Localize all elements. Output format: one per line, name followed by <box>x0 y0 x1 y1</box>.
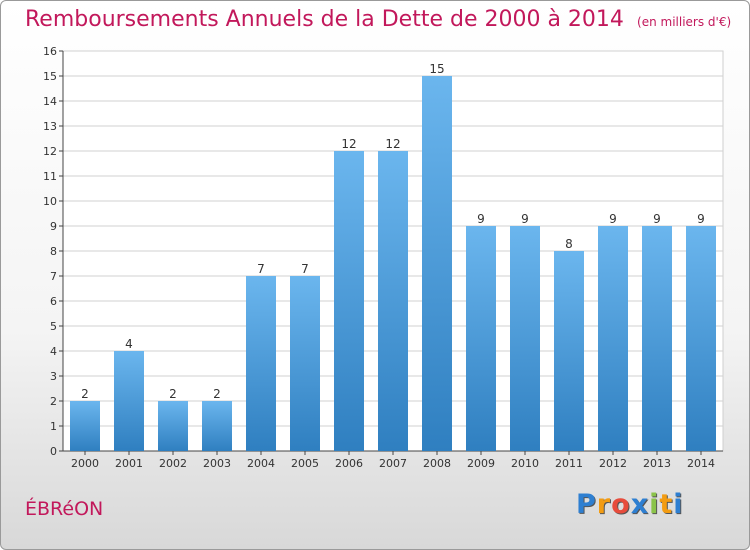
y-tick-label: 12 <box>43 145 57 158</box>
bar-2000 <box>70 401 100 451</box>
bar-value-label: 12 <box>385 137 400 151</box>
y-tick-label: 14 <box>43 95 57 108</box>
bar-value-label: 9 <box>697 212 705 226</box>
x-tick-label: 2014 <box>687 457 715 470</box>
bar-value-label: 15 <box>429 62 444 76</box>
bar-2011 <box>554 251 584 451</box>
y-tick-label: 0 <box>50 445 57 458</box>
y-tick-label: 16 <box>43 45 57 58</box>
y-tick-label: 3 <box>50 370 57 383</box>
bar-value-label: 9 <box>653 212 661 226</box>
proxiti-logo: Proxiti <box>576 489 684 520</box>
bar-value-label: 2 <box>81 387 89 401</box>
bar-2013 <box>642 226 672 451</box>
x-tick-label: 2013 <box>643 457 671 470</box>
logo-letter: P <box>576 489 597 520</box>
x-tick-label: 2001 <box>115 457 143 470</box>
commune-name: ÉBRéON <box>25 498 104 520</box>
y-tick-label: 15 <box>43 70 57 83</box>
bar-2005 <box>290 276 320 451</box>
y-tick-label: 7 <box>50 270 57 283</box>
title-text: Remboursements Annuels de la Dette de 20… <box>25 7 624 32</box>
bar-2002 <box>158 401 188 451</box>
bar-2001 <box>114 351 144 451</box>
x-tick-label: 2012 <box>599 457 627 470</box>
bar-value-label: 9 <box>609 212 617 226</box>
x-tick-label: 2003 <box>203 457 231 470</box>
bar-value-label: 8 <box>565 237 573 251</box>
y-tick-label: 6 <box>50 295 57 308</box>
bar-2008 <box>422 76 452 451</box>
y-tick-label: 8 <box>50 245 57 258</box>
y-tick-label: 11 <box>43 170 57 183</box>
x-tick-label: 2009 <box>467 457 495 470</box>
logo-letter: o <box>611 489 631 520</box>
x-tick-label: 2004 <box>247 457 275 470</box>
y-tick-label: 13 <box>43 120 57 133</box>
x-tick-label: 2010 <box>511 457 539 470</box>
y-tick-label: 1 <box>50 420 57 433</box>
x-tick-label: 2002 <box>159 457 187 470</box>
title-unit: (en milliers d'€) <box>637 15 732 29</box>
bar-value-label: 7 <box>301 262 309 276</box>
bar-2014 <box>686 226 716 451</box>
bar-value-label: 9 <box>521 212 529 226</box>
bar-2012 <box>598 226 628 451</box>
y-tick-label: 9 <box>50 220 57 233</box>
x-tick-label: 2007 <box>379 457 407 470</box>
y-tick-label: 10 <box>43 195 57 208</box>
chart-title: Remboursements Annuels de la Dette de 20… <box>25 7 731 32</box>
x-tick-label: 2000 <box>71 457 99 470</box>
logo-letter: t <box>659 489 674 520</box>
logo-letter: i <box>673 489 684 520</box>
y-tick-label: 5 <box>50 320 57 333</box>
bar-2006 <box>334 151 364 451</box>
bar-2009 <box>466 226 496 451</box>
y-tick-label: 2 <box>50 395 57 408</box>
logo-letter: i <box>649 489 660 520</box>
bar-value-label: 2 <box>169 387 177 401</box>
x-tick-label: 2005 <box>291 457 319 470</box>
x-tick-label: 2008 <box>423 457 451 470</box>
bar-value-label: 4 <box>125 337 133 351</box>
bar-value-label: 9 <box>477 212 485 226</box>
bar-2007 <box>378 151 408 451</box>
bar-2004 <box>246 276 276 451</box>
bar-2003 <box>202 401 232 451</box>
x-tick-label: 2006 <box>335 457 363 470</box>
bar-2010 <box>510 226 540 451</box>
logo-letter: x <box>630 489 650 520</box>
y-tick-label: 4 <box>50 345 57 358</box>
bar-value-label: 12 <box>341 137 356 151</box>
bar-value-label: 7 <box>257 262 265 276</box>
logo-letter: r <box>596 489 612 520</box>
x-tick-label: 2011 <box>555 457 583 470</box>
bar-value-label: 2 <box>213 387 221 401</box>
